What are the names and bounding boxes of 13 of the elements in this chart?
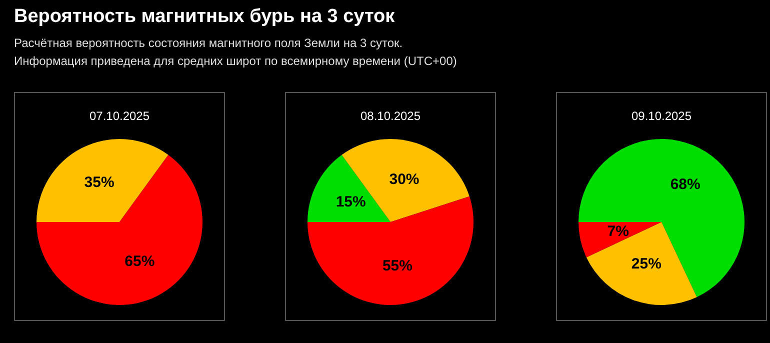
chart-title: 09.10.2025 <box>631 109 692 123</box>
chart-title: 08.10.2025 <box>360 109 421 123</box>
data-label: 15% <box>336 193 366 210</box>
data-label: 68% <box>670 176 700 193</box>
text: Расчётная вероятность состояния магнитного поля Земли на 3 суток. Информация приведена для средних широт по всемирному времени (UTC+00) <box>14 35 457 70</box>
data-label: 55% <box>382 257 412 274</box>
data-label: 30% <box>389 171 420 188</box>
data-label: 25% <box>631 255 662 272</box>
text: Вероятность магнитных бурь на 3 суток <box>14 6 396 28</box>
data-label: 35% <box>84 174 114 191</box>
chart-title: 07.10.2025 <box>89 109 150 123</box>
data-label: 7% <box>607 223 629 240</box>
data-label: 65% <box>124 253 155 270</box>
